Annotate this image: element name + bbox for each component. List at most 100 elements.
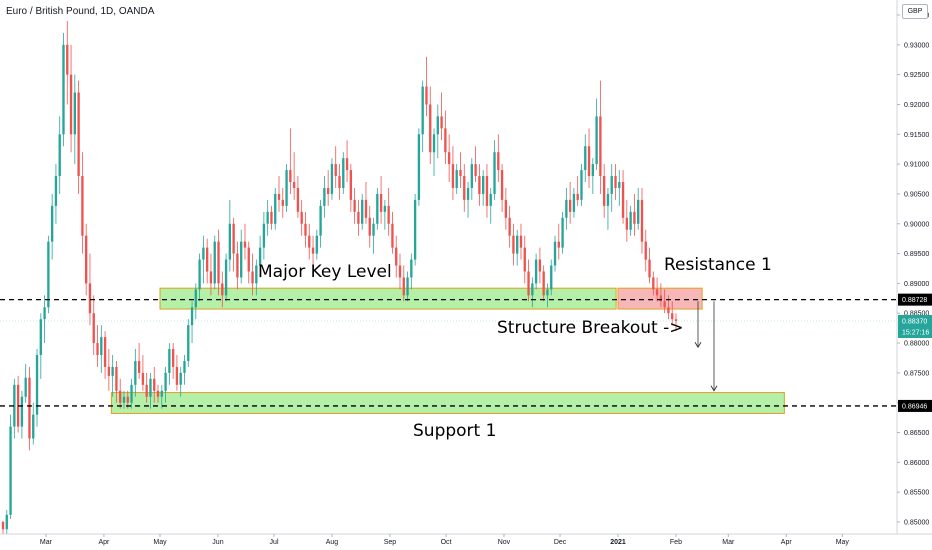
candle-body	[209, 271, 213, 284]
levels-layer	[0, 298, 897, 407]
price-label-box	[898, 325, 932, 338]
price-tick-label: 0.86000	[904, 460, 929, 467]
candle-body	[429, 104, 432, 153]
candle-body	[633, 211, 636, 224]
candle-body	[606, 193, 610, 206]
major-key-level-label: Major Key Level	[258, 262, 392, 282]
price-tick-label: 0.89500	[904, 251, 929, 258]
candle-body	[198, 259, 201, 290]
candle-body	[32, 414, 35, 439]
candle-body	[402, 277, 405, 296]
candle-body	[43, 307, 46, 320]
candle-body	[417, 134, 421, 200]
candle-body	[398, 265, 402, 278]
candle-body	[304, 223, 307, 236]
candle-body	[9, 426, 12, 515]
candle-body	[103, 337, 107, 367]
candle-body	[436, 116, 439, 135]
candle-body	[519, 235, 523, 248]
candle-body	[54, 176, 58, 206]
candle-body	[240, 241, 243, 278]
structure-breakout-label: Structure Breakout ->	[497, 318, 684, 338]
resistance-label: Resistance 1	[664, 255, 772, 275]
candle-body	[232, 223, 235, 254]
candle-body	[584, 146, 587, 171]
candle-body	[119, 390, 122, 403]
candle-body	[236, 253, 239, 278]
candle-body	[587, 146, 591, 177]
candle-body	[243, 241, 247, 248]
candle-body	[379, 193, 383, 212]
time-tick-label: Sep	[384, 539, 397, 546]
time-tick-label: 2021	[610, 539, 626, 546]
candle-body	[618, 182, 621, 188]
price-label-text: 0.88728	[902, 297, 927, 304]
candle-body	[655, 289, 659, 296]
candle-body	[274, 193, 277, 224]
candle-body	[92, 313, 95, 344]
candle-body	[516, 235, 519, 254]
support-label: Support 1	[413, 421, 496, 441]
candle-body	[179, 372, 182, 385]
candle-body	[531, 283, 534, 296]
candle-body	[164, 372, 167, 391]
candle-body	[508, 217, 511, 236]
price-tick-label: 0.87500	[904, 370, 929, 377]
candle-body	[512, 235, 515, 254]
candle-body	[308, 235, 311, 248]
candle-body	[489, 193, 492, 206]
candle-body	[345, 158, 349, 171]
candle-body	[474, 164, 477, 177]
candle-body	[115, 366, 118, 391]
candle-body	[595, 116, 598, 165]
candle-body	[96, 343, 99, 355]
price-tick-label: 0.86500	[904, 430, 929, 437]
candle-body	[406, 277, 409, 296]
candle-body	[591, 164, 594, 177]
time-axis[interactable]: Mar Apr May Jun Jul Aug Sep Oct Nov Dec 2021 Feb Mar…	[40, 534, 849, 546]
candle-body	[576, 193, 579, 200]
candle-body	[648, 259, 651, 278]
candle-body	[66, 44, 69, 75]
candle-body	[413, 199, 417, 260]
candle-body	[410, 259, 413, 278]
candle-body	[553, 241, 557, 266]
price-tick-label: 0.89000	[904, 281, 929, 288]
candle-body	[470, 164, 474, 188]
candle-body	[221, 283, 224, 296]
candle-body	[330, 164, 334, 194]
price-label-text: 15:27:16	[902, 329, 929, 336]
candle-body	[482, 176, 485, 194]
candle-body	[652, 277, 655, 290]
price-label-box	[898, 314, 932, 327]
candle-body	[561, 217, 564, 248]
candle-body	[485, 176, 489, 206]
candle-body	[323, 187, 326, 206]
price-tick-label: 0.88500	[904, 311, 929, 318]
price-tick-label: 0.92500	[904, 72, 929, 79]
candle-body	[451, 164, 455, 188]
candle-body	[625, 217, 629, 230]
candle-body	[674, 319, 678, 321]
candle-body	[315, 235, 318, 254]
candle-body	[500, 170, 504, 200]
candle-body	[224, 259, 228, 296]
candle-body	[28, 377, 31, 439]
candle-body	[440, 116, 443, 129]
currency-button[interactable]: GBP	[902, 4, 928, 19]
candle-body	[614, 176, 617, 188]
candle-body	[281, 199, 284, 206]
candle-body	[640, 199, 644, 242]
price-tick-label: 0.90500	[904, 191, 929, 198]
time-tick-label: Mar	[40, 539, 53, 546]
candle-body	[107, 366, 111, 376]
candle-body	[568, 199, 572, 212]
candle-body	[444, 128, 447, 153]
candle-body	[368, 217, 371, 236]
candle-body	[357, 211, 360, 224]
candle-body	[372, 223, 375, 236]
candle-body	[73, 92, 77, 135]
price-tick-label: 0.90000	[904, 221, 929, 228]
candle-body	[534, 259, 538, 284]
